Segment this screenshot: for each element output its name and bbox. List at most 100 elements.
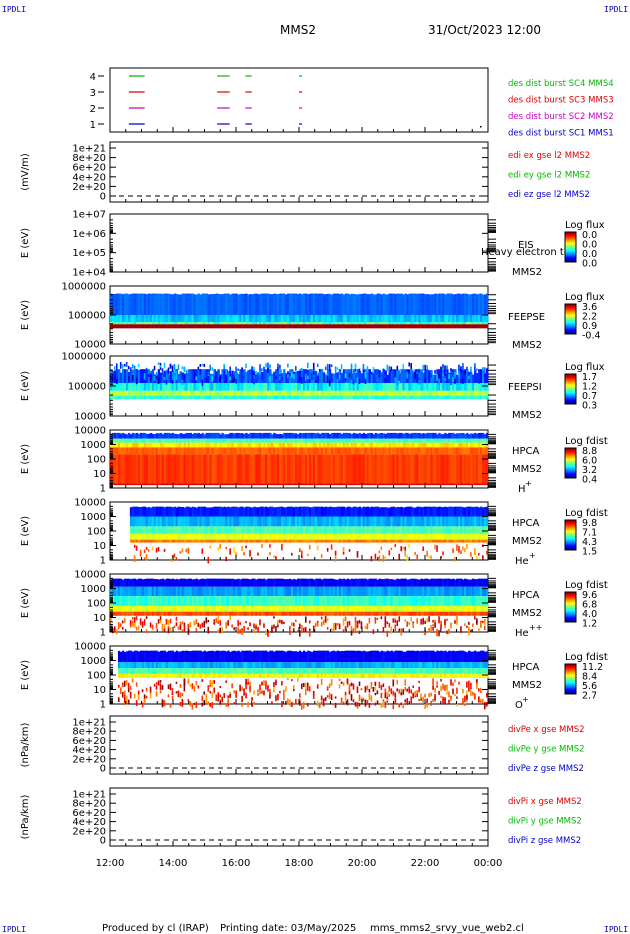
- spectrogram-cell: [241, 526, 244, 534]
- spectrogram-cell: [149, 578, 153, 587]
- spectrogram-cell: [332, 395, 336, 400]
- spectrogram-speckle: [167, 370, 170, 375]
- spectrogram-cell: [121, 579, 125, 587]
- spectrogram-cell: [396, 516, 399, 527]
- colorbar-tick-label: -0.4: [582, 331, 601, 342]
- spectrogram-cell: [237, 321, 240, 325]
- spectrogram-cell: [257, 507, 260, 517]
- instrument-label: EIS: [518, 240, 534, 251]
- spectrogram-cell: [149, 539, 153, 543]
- spectrogram-cell: [281, 434, 284, 439]
- spectrogram-cell: [257, 321, 260, 325]
- spectrogram-cell: [251, 315, 254, 322]
- spectrogram-cell: [205, 596, 208, 606]
- spectrogram-cell: [368, 539, 372, 543]
- spectrogram-cell: [205, 395, 208, 400]
- spectrogram-cell: [201, 611, 204, 616]
- spectrogram-cell: [426, 369, 429, 383]
- spectrogram-cell: [113, 315, 117, 322]
- spectrogram-cell: [271, 605, 274, 612]
- spectrogram-cell: [310, 516, 314, 527]
- spectrogram-cell: [448, 447, 451, 455]
- spectrogram-cell: [295, 611, 298, 616]
- spectrogram-cell: [444, 321, 447, 325]
- spectrogram-cell: [139, 369, 143, 383]
- spectrogram-speckle: [249, 622, 251, 627]
- spectrogram-cell: [386, 383, 389, 391]
- spectrogram-cell: [320, 447, 324, 455]
- spectrogram-cell: [358, 526, 362, 534]
- spectrogram-cell: [436, 293, 439, 315]
- spectrogram-cell: [231, 533, 234, 540]
- y-tick-label: 10: [93, 541, 106, 552]
- spectrogram-cell: [215, 438, 218, 443]
- spectrogram-cell: [255, 433, 258, 439]
- spectrogram-cell: [219, 294, 222, 315]
- spectrogram-cell: [173, 454, 177, 484]
- spectrogram-cell: [334, 438, 338, 443]
- spectrogram-cell: [163, 324, 167, 329]
- spectrogram-speckle: [135, 626, 138, 631]
- spectrogram-cell: [193, 533, 196, 540]
- spectrogram-cell: [410, 395, 413, 400]
- spectrogram-cell: [448, 321, 451, 325]
- spectrogram-cell: [299, 395, 302, 400]
- spectrogram-cell: [137, 433, 141, 439]
- spectrogram-cell: [428, 390, 431, 396]
- spectrogram-cell: [273, 390, 276, 396]
- spectrogram-cell: [187, 506, 190, 517]
- spectrogram-cell: [261, 611, 264, 616]
- spectrogram-cell: [299, 586, 302, 597]
- spectrogram-cell: [312, 533, 316, 540]
- spectrogram-cell: [263, 324, 266, 329]
- spectrogram-cell: [422, 324, 425, 329]
- spectrogram-cell: [304, 506, 308, 517]
- spectrogram-cell: [191, 506, 194, 517]
- spectrogram-cell: [316, 533, 320, 540]
- spectrogram-cell: [271, 506, 274, 517]
- spectrogram-cell: [312, 321, 316, 325]
- spectrogram-cell: [372, 506, 375, 517]
- spectrogram-cell: [293, 324, 296, 329]
- spectrogram-cell: [119, 395, 123, 400]
- spectrogram-cell: [402, 383, 405, 391]
- spectrogram-cell: [454, 324, 457, 329]
- spectrogram-cell: [300, 433, 304, 439]
- spectrogram-cell: [179, 390, 183, 396]
- spectrogram-cell: [376, 526, 379, 534]
- spectrogram-cell: [151, 390, 155, 396]
- spectrogram-cell: [466, 395, 469, 400]
- spectrogram-cell: [324, 395, 328, 400]
- spectrogram-cell: [119, 596, 123, 606]
- spectrogram-speckle: [149, 371, 152, 375]
- spectrogram-cell: [281, 390, 284, 396]
- spectrogram-cell: [191, 579, 194, 587]
- spectrogram-cell: [318, 526, 322, 534]
- spectrogram-cell: [396, 438, 399, 443]
- spectrogram-cell: [149, 324, 153, 329]
- spectrogram-cell: [143, 611, 147, 616]
- spectrogram-cell: [127, 578, 131, 587]
- spectrogram-cell: [308, 454, 312, 484]
- spectrogram-cell: [279, 506, 282, 517]
- spectrogram-cell: [342, 383, 346, 391]
- spectrogram-cell: [225, 539, 228, 543]
- spectrogram-speckle: [195, 376, 198, 381]
- spectrogram-cell: [215, 605, 218, 612]
- spectrogram-cell: [422, 390, 425, 396]
- spectrogram-speckle: [424, 378, 426, 383]
- spectrogram-cell: [312, 315, 316, 322]
- spectrogram-cell: [410, 526, 413, 534]
- spectrogram-cell: [133, 390, 137, 396]
- spectrogram-speckle: [446, 366, 448, 370]
- spectrogram-cell: [360, 433, 364, 439]
- spectrogram-cell: [470, 324, 473, 329]
- spectrogram-cell: [223, 539, 226, 543]
- spectrogram-cell: [428, 447, 431, 455]
- spectrogram-cell: [350, 438, 354, 443]
- spectrogram-cell: [247, 447, 250, 455]
- colorbar: [564, 231, 577, 263]
- spectrogram-cell: [456, 533, 459, 540]
- spectrogram-speckle: [340, 364, 343, 369]
- spectrogram-cell: [330, 447, 334, 455]
